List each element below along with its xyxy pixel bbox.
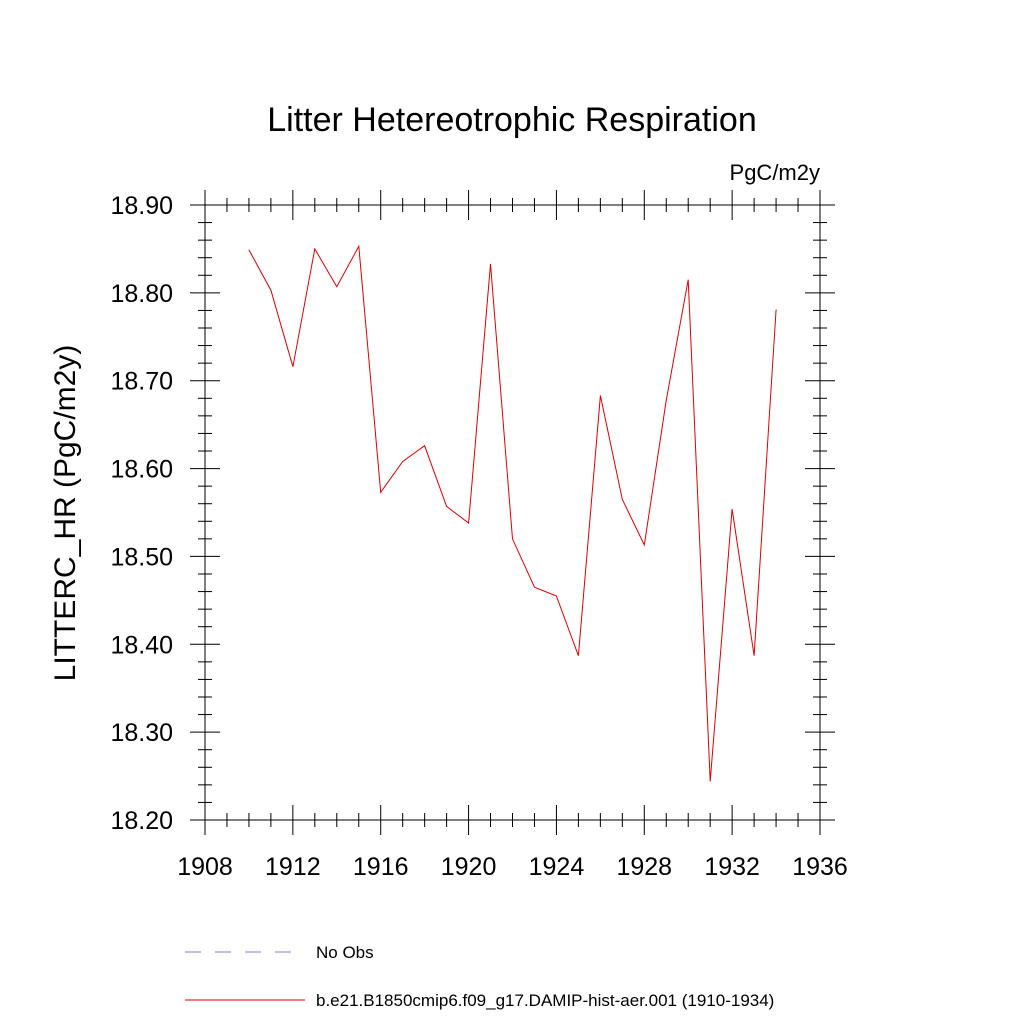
y-tick-label: 18.90	[110, 192, 173, 220]
plot-frame	[204, 204, 821, 821]
y-tick-label: 18.70	[110, 368, 173, 396]
units-label: PgC/m2y	[730, 160, 820, 185]
legend-label: No Obs	[316, 943, 374, 962]
axis-ticks	[190, 190, 835, 835]
y-axis-label: LITTERC_HR (PgC/m2y)	[49, 345, 82, 682]
legend: No Obs b.e21.B1850cmip6.f09_g17.DAMIP-his…	[185, 943, 774, 1010]
x-tick-label: 1932	[704, 853, 760, 881]
y-tick-label: 18.40	[110, 631, 173, 659]
x-tick-label: 1920	[441, 853, 497, 881]
axis-tick-labels: 1908 1912 1916 1920 1924 1928 1932 1936 18.20 18.…	[110, 192, 847, 881]
y-tick-label: 18.80	[110, 280, 173, 308]
chart-title: Litter Hetereotrophic Respiration	[267, 101, 756, 139]
legend-label: b.e21.B1850cmip6.f09_g17.DAMIP-hist-aer.…	[316, 991, 774, 1010]
y-tick-label: 18.30	[110, 719, 173, 747]
series-line	[248, 244, 777, 782]
x-tick-label: 1916	[353, 853, 409, 881]
y-tick-label: 18.60	[110, 456, 173, 484]
x-tick-label: 1908	[177, 853, 233, 881]
x-tick-label: 1912	[265, 853, 321, 881]
x-tick-label: 1924	[529, 853, 585, 881]
y-tick-label: 18.20	[110, 807, 173, 835]
x-tick-label: 1928	[616, 853, 672, 881]
y-tick-label: 18.50	[110, 543, 173, 571]
x-tick-label: 1936	[792, 853, 848, 881]
